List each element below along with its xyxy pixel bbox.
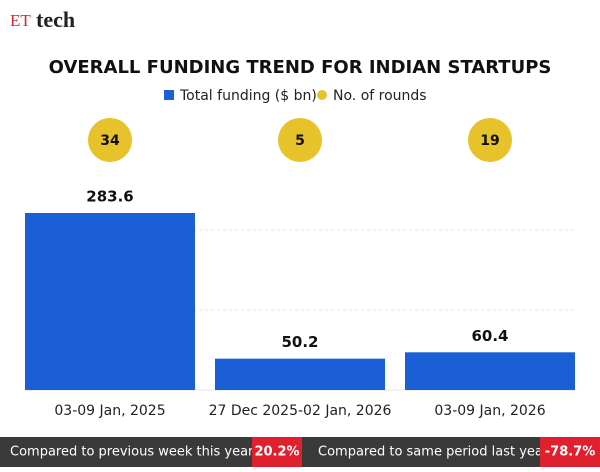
bar [25, 213, 195, 390]
footer-label: Compared to same period last year [318, 445, 549, 460]
rounds-label: 5 [295, 133, 305, 149]
footer: Compared to previous week this year 20.2%… [10, 437, 600, 467]
legend-swatch [317, 90, 327, 100]
legend-swatch [164, 90, 174, 100]
logo-brand: ET [10, 11, 31, 30]
bar [215, 358, 385, 390]
footer-label: Compared to previous week this year [10, 445, 254, 460]
chart-title: OVERALL FUNDING TREND FOR INDIAN STARTUP… [49, 57, 552, 78]
value-label: 50.2 [281, 333, 318, 351]
footer-value: -78.7% [545, 445, 596, 460]
footer-badge [540, 437, 600, 467]
rounds-marker [278, 118, 322, 162]
legend-label: No. of rounds [333, 88, 427, 104]
value-label: 283.6 [86, 188, 133, 206]
value-label: 60.4 [471, 327, 508, 345]
rounds-label: 19 [480, 133, 499, 149]
footer-value: 20.2% [254, 445, 299, 460]
plot: Total funding ($ bn) No. of rounds 283.6 03… [25, 88, 575, 419]
footer-badge [252, 437, 302, 467]
legend-label: Total funding ($ bn) [179, 88, 317, 104]
x-tick-label: 03-09 Jan, 2026 [434, 403, 545, 419]
x-tick-label: 03-09 Jan, 2025 [54, 403, 165, 419]
bar [405, 352, 575, 390]
rounds-marker [468, 118, 512, 162]
logo-name: tech [36, 7, 75, 32]
x-tick-label: 27 Dec 2025-02 Jan, 2026 [209, 403, 392, 419]
rounds-marker [88, 118, 132, 162]
rounds-label: 34 [100, 133, 120, 149]
